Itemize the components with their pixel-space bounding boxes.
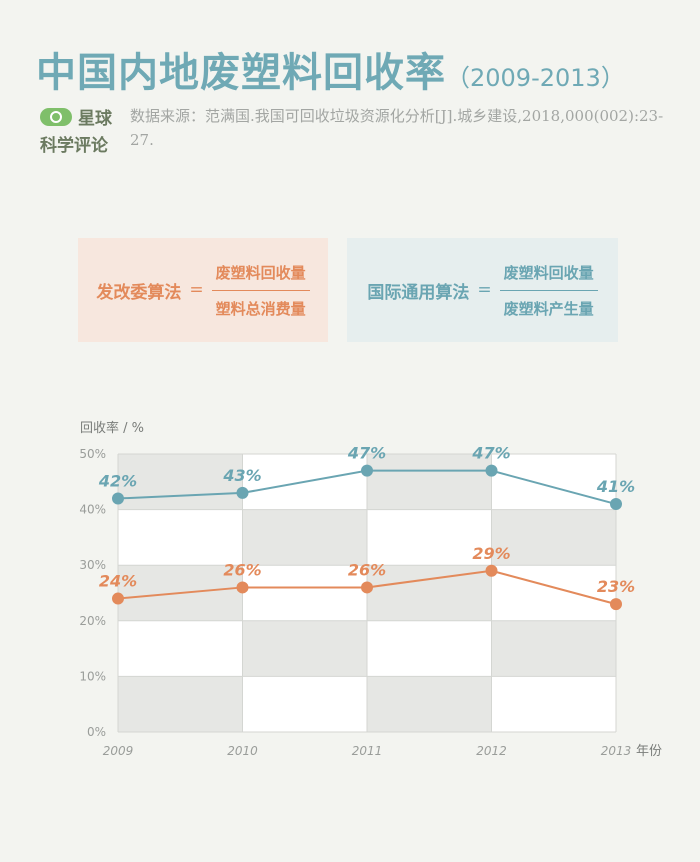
data-label: 24% — [99, 572, 137, 591]
grid-cell — [242, 676, 367, 732]
fraction-bar — [211, 289, 310, 291]
grid-cell — [118, 454, 243, 510]
brand-line-1: 星球 — [78, 109, 112, 129]
formula-ndrc-numerator: 废塑料回收量 — [215, 263, 306, 282]
brand-logo: 星球 科学评论 — [40, 104, 112, 156]
formula-intl-name: 国际通用算法 — [367, 282, 470, 303]
formula-ndrc-name: 发改委算法 — [96, 282, 182, 303]
axis-layer: 0% 10% 20% 30% 40% 50% 2009 2010 2011 2012 2013 — [79, 447, 631, 758]
data-point — [112, 492, 124, 505]
grid-cell — [118, 676, 243, 732]
data-label: 26% — [348, 560, 386, 579]
grid-cell — [242, 620, 367, 677]
grid-cell — [242, 565, 367, 621]
y-tick-label: 50% — [79, 447, 106, 461]
data-point — [361, 581, 373, 594]
data-label: 29% — [472, 544, 510, 563]
y-axis-label: 回收率 / % — [80, 420, 144, 436]
grid-cell — [491, 509, 616, 566]
grid-cell — [242, 509, 367, 566]
grid-cell — [367, 620, 492, 677]
brand-line-2: 科学评论 — [40, 136, 108, 156]
grid-cell — [367, 509, 492, 566]
series-layer: 42% 43% 47% 47% 41% 24% 26% 26% 29% 23% — [98, 444, 635, 611]
x-tick-label: 2009 — [103, 744, 134, 758]
data-label: 47% — [347, 444, 386, 463]
y-tick-label: 20% — [79, 614, 106, 628]
grid-cell — [491, 565, 616, 621]
y-tick-label: 40% — [79, 503, 106, 517]
fraction-bar — [499, 289, 598, 291]
source-label: 数据来源： — [130, 107, 206, 125]
logo-pill-icon — [40, 107, 72, 126]
y-tick-label: 30% — [79, 558, 106, 572]
grid-cell — [118, 509, 243, 566]
data-label: 42% — [98, 471, 137, 490]
data-point — [112, 592, 124, 605]
formula-intl-numerator: 废塑料回收量 — [503, 263, 594, 282]
formula-intl-equals: = — [477, 280, 492, 300]
x-tick-label: 2012 — [476, 744, 507, 758]
x-axis-label: 年份 — [636, 744, 662, 759]
data-point — [485, 564, 498, 577]
formula-intl-fraction: 废塑料回收量 废塑料产生量 — [499, 262, 598, 319]
y-tick-label: 10% — [79, 669, 106, 683]
data-label: 47% — [471, 444, 510, 463]
data-source: 数据来源：范满国.我国可回收垃圾资源化分析[J].城乡建设,2018,000(0… — [130, 104, 670, 152]
grid-cell — [367, 454, 492, 510]
formula-ndrc-denominator: 塑料总消费量 — [215, 299, 306, 318]
formula-ndrc: 发改委算法 = 废塑料回收量 塑料总消费量 — [78, 238, 328, 342]
data-label: 23% — [597, 577, 635, 596]
formula-ndrc-fraction: 废塑料回收量 塑料总消费量 — [211, 262, 310, 319]
x-tick-label: 2013 — [601, 744, 632, 758]
data-label: 41% — [596, 477, 635, 496]
title-main: 中国内地废塑料回收率 — [36, 50, 446, 96]
data-point — [610, 498, 622, 511]
recycling-rate-chart: 0% 10% 20% 30% 40% 50% 2009 2010 2011 2012 2013 42… — [79, 420, 662, 759]
formula-ndrc-equals: = — [189, 280, 204, 300]
x-tick-label: 2010 — [227, 744, 258, 758]
grid-layer — [117, 453, 617, 733]
data-label: 43% — [222, 466, 261, 485]
title-years: （2009-2013） — [446, 64, 625, 92]
page-title: 中国内地废塑料回收率（2009-2013） — [36, 40, 625, 98]
grid-cell — [367, 676, 492, 732]
y-tick-label: 0% — [87, 725, 106, 739]
source-text: 范满国.我国可回收垃圾资源化分析[J].城乡建设,2018,000(002):2… — [130, 107, 664, 149]
grid-cell — [491, 620, 616, 677]
data-point — [236, 486, 249, 499]
grid-cell — [118, 620, 243, 677]
data-point — [236, 581, 249, 594]
grid-cell — [491, 454, 616, 510]
data-point — [361, 464, 373, 477]
data-point — [485, 464, 498, 477]
data-label: 26% — [223, 560, 261, 579]
formula-intl-denominator: 废塑料产生量 — [503, 299, 594, 318]
grid-cell — [491, 676, 616, 732]
formula-intl: 国际通用算法 = 废塑料回收量 废塑料产生量 — [347, 238, 618, 342]
data-point — [610, 598, 622, 611]
x-tick-label: 2011 — [352, 744, 383, 758]
